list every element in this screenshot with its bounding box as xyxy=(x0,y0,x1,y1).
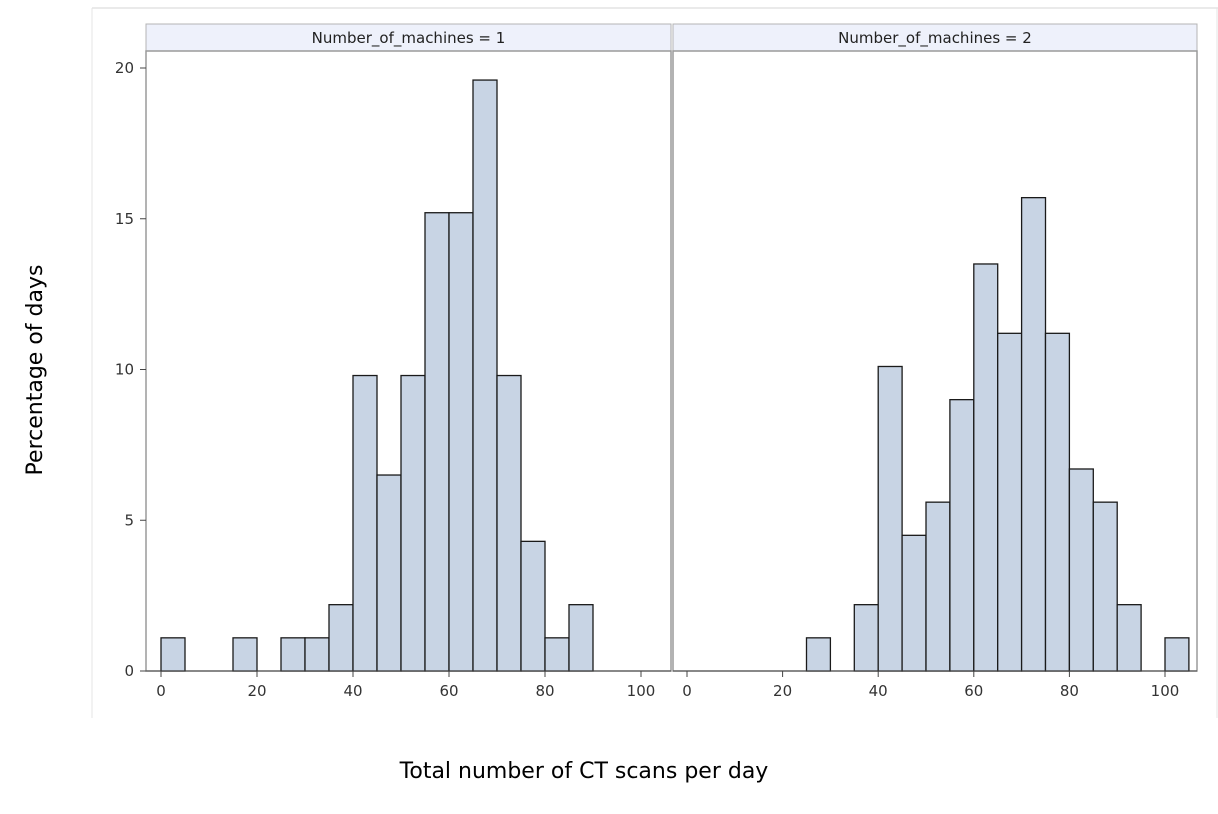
panel-title: Number_of_machines = 1 xyxy=(312,29,506,48)
y-tick-label: 10 xyxy=(115,361,134,379)
panel-title: Number_of_machines = 2 xyxy=(838,29,1032,48)
histogram-bar xyxy=(232,637,258,672)
x-tick-label: 0 xyxy=(682,682,692,700)
histogram-bar xyxy=(352,374,378,672)
histogram-bar xyxy=(568,604,594,672)
panel-1: Number_of_machines = 1 0 20 40 60 80 100 xyxy=(145,23,672,700)
panel-group: Number_of_machines = 10 20 40 60 80 100Number… xyxy=(145,23,1198,700)
histogram-bar xyxy=(853,604,879,672)
histogram-bar xyxy=(376,474,402,672)
histogram-bar xyxy=(400,374,426,672)
histogram-bar xyxy=(949,398,975,672)
y-tick-label: 5 xyxy=(124,511,134,529)
x-tick-label: 100 xyxy=(1151,682,1180,700)
histogram-bar xyxy=(1068,468,1094,672)
histogram-bar xyxy=(304,637,330,672)
histogram-bar xyxy=(496,374,522,672)
y-axis: 0 5 10 15 20 xyxy=(115,59,146,680)
y-tick-label: 20 xyxy=(115,59,134,77)
x-tick-label: 60 xyxy=(964,682,983,700)
panel-header xyxy=(145,23,672,52)
histogram-bar xyxy=(160,637,186,672)
y-tick-label: 0 xyxy=(124,662,134,680)
histogram-bar xyxy=(901,534,927,672)
histogram-bar xyxy=(448,212,474,672)
x-tick-label: 40 xyxy=(869,682,888,700)
x-tick-label: 60 xyxy=(439,682,458,700)
x-tick-label: 100 xyxy=(627,682,656,700)
y-axis-title: Percentage of days xyxy=(23,265,48,476)
histogram-bar xyxy=(1092,501,1118,672)
x-tick-label: 40 xyxy=(343,682,362,700)
histogram-bar xyxy=(877,365,903,672)
x-tick-label: 20 xyxy=(247,682,266,700)
histogram-bar xyxy=(997,332,1023,672)
histogram-bar xyxy=(544,637,570,672)
x-axis-title: Total number of CT scans per day xyxy=(399,759,769,784)
histogram-bar xyxy=(925,501,951,672)
histogram-bar xyxy=(1044,332,1071,672)
x-tick-label: 80 xyxy=(1060,682,1079,700)
histogram-bar xyxy=(973,263,999,672)
x-tick-label: 0 xyxy=(156,682,166,700)
histogram-bar xyxy=(472,79,498,672)
histogram-bar xyxy=(1020,196,1047,672)
panel-2: Number_of_machines = 2 0 20 40 60 80 100 xyxy=(672,23,1198,700)
histogram-bar xyxy=(424,212,450,672)
histogram-bar xyxy=(805,637,832,672)
x-tick-label: 20 xyxy=(773,682,792,700)
histogram-bar xyxy=(520,540,546,672)
histogram-bar xyxy=(1164,637,1190,672)
histogram-bar xyxy=(1116,604,1142,672)
y-tick-label: 15 xyxy=(115,210,134,228)
histogram-bar xyxy=(328,604,354,672)
x-tick-label: 80 xyxy=(535,682,554,700)
histogram-bar xyxy=(280,637,306,672)
